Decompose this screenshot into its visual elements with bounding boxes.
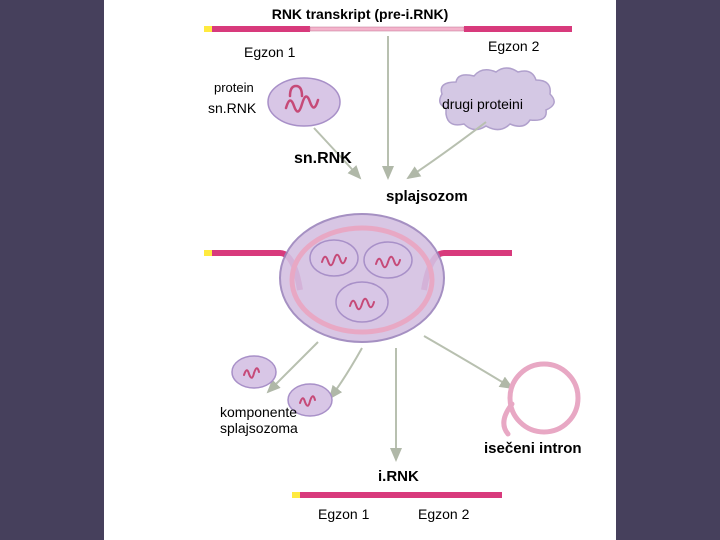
label-egzon2-top: Egzon 2 [488,38,539,54]
diagram-slide: RNK transkript (pre-i.RNK) Egzon 1 Egzon… [104,0,616,540]
label-komponente-2: splajsozoma [220,420,298,436]
excised-intron-loop [504,364,578,434]
mature-mRNA [292,492,502,498]
label-egzon2-bot: Egzon 2 [418,506,469,522]
label-splajsozom: splajsozom [386,188,468,205]
label-egzon1-top: Egzon 1 [244,44,295,60]
label-iRNK: i.RNK [378,468,419,485]
snRNP-particle [268,78,340,126]
label-egzon1-bot: Egzon 1 [318,506,369,522]
label-iseceni-intron: isečeni intron [484,440,582,457]
label-komponente-1: komponente [220,404,297,420]
title-text: RNK transkript (pre-i.RNK) [104,6,616,22]
top-pre-mRNA [204,26,572,32]
label-drugi-proteini: drugi proteini [442,96,523,112]
spliceosome-complex [280,214,444,342]
label-snRNK-mid: sn.RNK [294,150,352,168]
label-protein: protein [214,80,254,95]
label-snRNK-left: sn.RNK [208,100,256,116]
diagram-svg [104,0,616,540]
